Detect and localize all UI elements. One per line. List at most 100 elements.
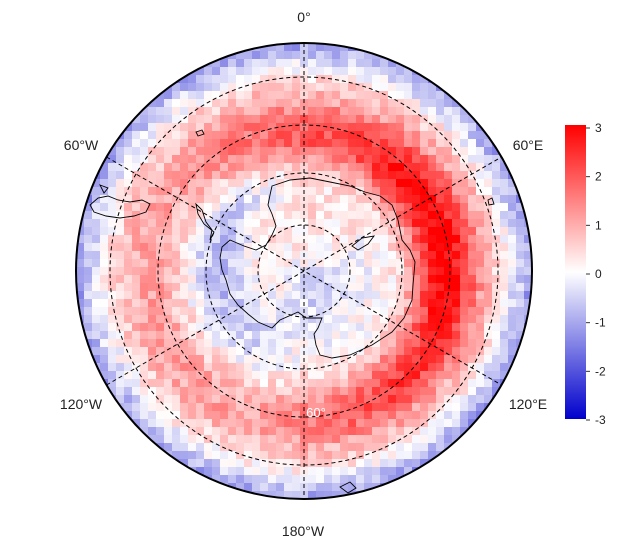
grid-cell (116, 331, 125, 340)
grid-cell (236, 339, 245, 348)
grid-cell (196, 99, 205, 108)
grid-cell (268, 91, 277, 100)
grid-cell (292, 331, 301, 340)
grid-cell (412, 427, 421, 436)
grid-cell (92, 251, 101, 260)
grid-cell (212, 411, 221, 420)
grid-cell (388, 83, 397, 92)
grid-cell (372, 107, 381, 116)
grid-cell (460, 235, 469, 244)
grid-cell (404, 267, 413, 276)
grid-cell (340, 147, 349, 156)
grid-cell (340, 483, 349, 492)
grid-cell (444, 267, 453, 276)
grid-cell (380, 475, 389, 484)
grid-cell (156, 155, 165, 164)
grid-cell (356, 123, 365, 132)
grid-cell (340, 219, 349, 228)
grid-cell (372, 139, 381, 148)
grid-cell (284, 251, 293, 260)
grid-cell (452, 275, 461, 284)
grid-cell (428, 291, 437, 300)
grid-cell (268, 171, 277, 180)
grid-cell (244, 419, 253, 428)
grid-cell (308, 243, 317, 252)
grid-cell (116, 155, 125, 164)
grid-cell (436, 107, 445, 116)
grid-cell (428, 243, 437, 252)
grid-cell (108, 243, 117, 252)
grid-cell (284, 371, 293, 380)
grid-cell (244, 155, 253, 164)
grid-cell (436, 203, 445, 212)
grid-cell (156, 299, 165, 308)
grid-cell (268, 491, 277, 499)
grid-cell (276, 491, 285, 499)
grid-cell (196, 147, 205, 156)
grid-cell (356, 475, 365, 484)
grid-cell (372, 491, 381, 499)
grid-cell (316, 251, 325, 260)
grid-cell (156, 219, 165, 228)
grid-cell (188, 107, 197, 116)
grid-cell (244, 435, 253, 444)
grid-cell (148, 315, 157, 324)
grid-cell (404, 459, 413, 468)
grid-cell (348, 371, 357, 380)
grid-cell (500, 299, 509, 308)
grid-cell (324, 491, 333, 499)
grid-cell (356, 59, 365, 68)
grid-cell (292, 259, 301, 268)
grid-cell (380, 219, 389, 228)
grid-cell (172, 83, 181, 92)
grid-cell (476, 299, 485, 308)
grid-cell (84, 267, 93, 276)
grid-cell (372, 131, 381, 140)
grid-cell (380, 99, 389, 108)
grid-cell (324, 187, 333, 196)
grid-cell (420, 187, 429, 196)
grid-cell (364, 59, 373, 68)
grid-cell (348, 251, 357, 260)
grid-cell (228, 139, 237, 148)
grid-cell (268, 75, 277, 84)
grid-cell (244, 51, 253, 60)
grid-cell (348, 403, 357, 412)
grid-cell (492, 323, 501, 332)
grid-cell (356, 75, 365, 84)
grid-cell (236, 107, 245, 116)
grid-cell (428, 235, 437, 244)
grid-cell (100, 283, 109, 292)
grid-cell (276, 291, 285, 300)
grid-cell (340, 267, 349, 276)
grid-cell (292, 115, 301, 124)
grid-cell (84, 331, 93, 340)
grid-cell (284, 403, 293, 412)
grid-cell (196, 387, 205, 396)
grid-cell (436, 251, 445, 260)
grid-cell (156, 171, 165, 180)
grid-cell (84, 291, 93, 300)
grid-cell (124, 243, 133, 252)
grid-cell (364, 451, 373, 460)
grid-cell (220, 387, 229, 396)
grid-cell (316, 491, 325, 499)
grid-cell (452, 179, 461, 188)
grid-cell (364, 75, 373, 84)
grid-cell (476, 211, 485, 220)
grid-cell (220, 459, 229, 468)
grid-cell (172, 251, 181, 260)
grid-cell (148, 355, 157, 364)
grid-cell (196, 291, 205, 300)
grid-cell (276, 267, 285, 276)
grid-cell (356, 331, 365, 340)
grid-cell (452, 219, 461, 228)
grid-cell (148, 323, 157, 332)
grid-cell (460, 363, 469, 372)
grid-cell (372, 123, 381, 132)
grid-cell (252, 59, 261, 68)
grid-cell (436, 235, 445, 244)
grid-cell (396, 115, 405, 124)
grid-cell (356, 395, 365, 404)
grid-cell (348, 331, 357, 340)
